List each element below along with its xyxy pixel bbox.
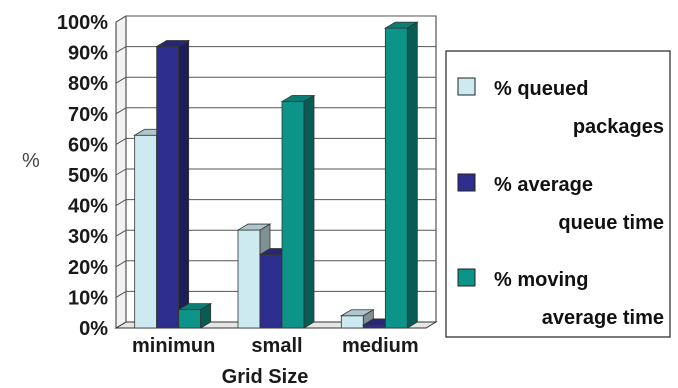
y-tick-label: 80% [68, 73, 108, 95]
bar-front [178, 309, 202, 329]
y-tick-label: 0% [79, 318, 108, 340]
legend-label-line: % moving [494, 269, 588, 291]
bar-front [259, 254, 283, 329]
y-tick-label: 100% [57, 12, 108, 34]
gridline-depth [115, 107, 127, 115]
bar [177, 302, 213, 329]
x-category-label: medium [342, 335, 419, 357]
bar-side [178, 39, 190, 329]
x-category-label: small [251, 335, 302, 357]
gridline-depth [115, 199, 127, 207]
bar-side [303, 94, 315, 329]
y-tick-label: 10% [68, 287, 108, 309]
y-tick-label: 60% [68, 134, 108, 156]
bar [155, 39, 191, 329]
legend-swatch [457, 173, 476, 192]
y-tick-label: 70% [68, 104, 108, 126]
gridline-depth [115, 15, 127, 23]
bar-front [281, 101, 305, 329]
y-axis-ticks: 0% 10% 20% 30% 40% 50% 60% 70% 80% 90% 100% [57, 12, 108, 340]
bar-front [134, 134, 158, 329]
bar-side [406, 21, 418, 329]
y-tick-label: 20% [68, 257, 108, 279]
legend-label-line: average time [542, 307, 664, 329]
bar-front [384, 27, 408, 329]
legend-swatch [457, 268, 476, 287]
bar-front [156, 46, 180, 329]
y-tick-label: 50% [68, 165, 108, 187]
bar-side [200, 302, 212, 329]
gridline-depth [115, 229, 127, 237]
gridline-depth [115, 46, 127, 54]
gridline-depth [115, 168, 127, 176]
bars [133, 21, 419, 329]
gridline-depth [115, 137, 127, 145]
gridline-depth [115, 290, 127, 298]
legend-label-line: queue time [558, 212, 664, 234]
legend-label-line: packages [573, 116, 664, 138]
gridline-depth [115, 260, 127, 268]
x-axis-categories: minimun small medium [132, 335, 419, 357]
x-category-label: minimun [132, 335, 215, 357]
legend-label-line: % average [494, 174, 593, 196]
gridline-depth [115, 76, 127, 84]
y-tick-label: 40% [68, 196, 108, 218]
y-tick-label: 90% [68, 43, 108, 65]
bar-front [237, 229, 261, 329]
x-axis-title: Grid Size [222, 366, 309, 388]
bar [383, 21, 419, 329]
legend-box [445, 50, 671, 338]
bar-front [340, 315, 364, 329]
bar-front [362, 324, 386, 329]
y-tick-label: 30% [68, 226, 108, 248]
legend-swatch [457, 77, 476, 96]
legend-label-line: % queued [494, 78, 588, 100]
bar [280, 94, 316, 329]
legend: % queued packages % average queue time % mov… [445, 50, 671, 338]
y-axis-title: % [22, 150, 40, 172]
